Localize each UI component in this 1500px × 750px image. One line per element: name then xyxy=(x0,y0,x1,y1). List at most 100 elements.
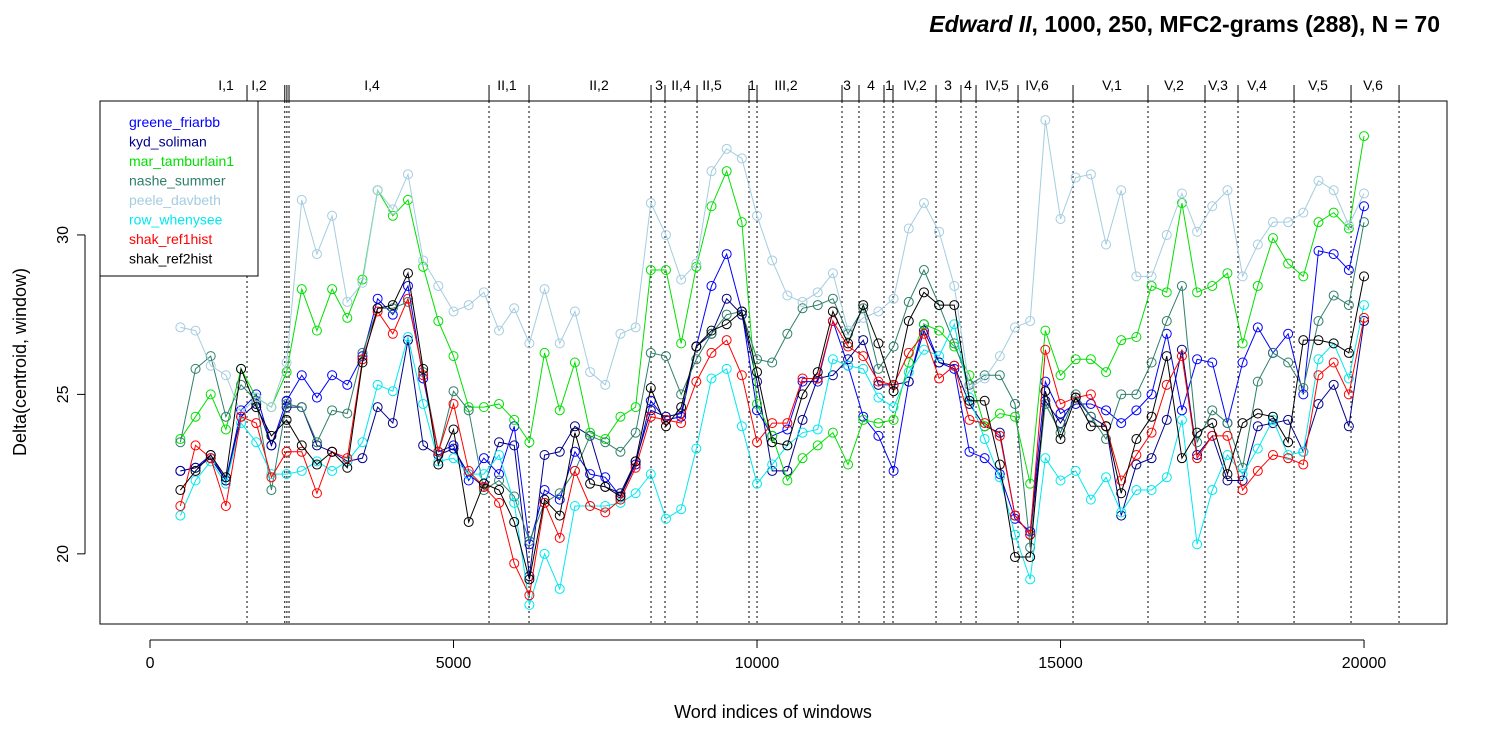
data-point xyxy=(858,300,869,311)
x-tick-label: 5000 xyxy=(436,655,472,672)
data-point xyxy=(569,446,580,457)
title-italic: Edward II xyxy=(929,11,1032,37)
data-point xyxy=(1192,226,1203,237)
data-point xyxy=(934,357,945,368)
data-point xyxy=(600,437,611,448)
data-point xyxy=(979,453,990,464)
data-point xyxy=(190,363,201,374)
data-point xyxy=(509,497,520,508)
data-point xyxy=(494,398,505,409)
data-point xyxy=(1085,354,1096,365)
data-point xyxy=(448,440,459,451)
data-point xyxy=(706,328,717,339)
data-point xyxy=(660,265,671,276)
data-point xyxy=(827,306,838,317)
data-point xyxy=(782,328,793,339)
data-point xyxy=(281,469,292,480)
data-point xyxy=(1298,271,1309,282)
data-point xyxy=(660,411,671,422)
scene-label: V,1 xyxy=(1102,77,1122,93)
data-point xyxy=(463,516,474,527)
data-point xyxy=(752,398,763,409)
data-point xyxy=(372,293,383,304)
data-point xyxy=(1070,172,1081,183)
data-point xyxy=(1207,430,1218,441)
data-point xyxy=(1176,188,1187,199)
data-point xyxy=(843,459,854,470)
data-point xyxy=(1267,347,1278,358)
x-tick-label: 15000 xyxy=(1038,655,1083,672)
data-point xyxy=(463,300,474,311)
data-point xyxy=(691,354,702,365)
data-point xyxy=(645,469,656,480)
data-point xyxy=(281,446,292,457)
data-point xyxy=(387,303,398,314)
data-point xyxy=(1222,469,1233,480)
data-point xyxy=(387,418,398,429)
data-point xyxy=(524,536,535,547)
data-point xyxy=(1131,485,1142,496)
data-point xyxy=(1025,526,1036,537)
data-point xyxy=(1040,344,1051,355)
data-point xyxy=(357,357,368,368)
data-point xyxy=(767,459,778,470)
data-point xyxy=(524,574,535,585)
data-point xyxy=(509,491,520,502)
data-point xyxy=(327,284,338,295)
legend-entry: shak_ref2hist xyxy=(129,251,212,267)
data-point xyxy=(296,194,307,205)
scene-label: II,1 xyxy=(497,77,517,93)
data-point xyxy=(934,300,945,311)
data-point xyxy=(843,354,854,365)
data-point xyxy=(357,274,368,285)
data-point xyxy=(1101,367,1112,378)
data-point xyxy=(372,306,383,317)
data-point xyxy=(782,418,793,429)
data-point xyxy=(266,469,277,480)
data-point xyxy=(1267,414,1278,425)
data-point xyxy=(645,198,656,209)
data-point xyxy=(1131,271,1142,282)
data-point xyxy=(448,386,459,397)
data-point xyxy=(1131,434,1142,445)
data-point xyxy=(327,405,338,416)
data-point xyxy=(1359,316,1370,327)
data-point xyxy=(494,325,505,336)
data-point xyxy=(1146,280,1157,291)
data-point xyxy=(1237,475,1248,486)
data-point xyxy=(888,402,899,413)
data-point xyxy=(1116,510,1127,521)
data-point xyxy=(1009,552,1020,563)
data-point xyxy=(1176,405,1187,416)
data-point xyxy=(266,402,277,413)
data-point xyxy=(1192,427,1203,438)
data-point xyxy=(1101,472,1112,483)
data-point xyxy=(463,465,474,476)
data-point xyxy=(782,465,793,476)
data-point xyxy=(402,169,413,180)
data-point xyxy=(402,335,413,346)
data-point xyxy=(327,370,338,381)
data-point xyxy=(1101,239,1112,250)
data-point xyxy=(660,513,671,524)
data-point xyxy=(918,287,929,298)
data-point xyxy=(615,411,626,422)
data-point xyxy=(311,459,322,470)
data-point xyxy=(190,475,201,486)
x-tick-label: 0 xyxy=(146,655,155,672)
data-point xyxy=(1131,405,1142,416)
data-point xyxy=(418,363,429,374)
data-point xyxy=(1131,459,1142,470)
data-point xyxy=(342,296,353,307)
data-point xyxy=(1283,437,1294,448)
data-point xyxy=(736,306,747,317)
data-point xyxy=(585,478,596,489)
y-tick-label: 30 xyxy=(55,226,72,244)
data-point xyxy=(1207,485,1218,496)
data-point xyxy=(645,411,656,422)
data-point xyxy=(1207,280,1218,291)
data-point xyxy=(1070,465,1081,476)
data-point xyxy=(1085,389,1096,400)
data-point xyxy=(1283,328,1294,339)
data-point xyxy=(539,284,550,295)
